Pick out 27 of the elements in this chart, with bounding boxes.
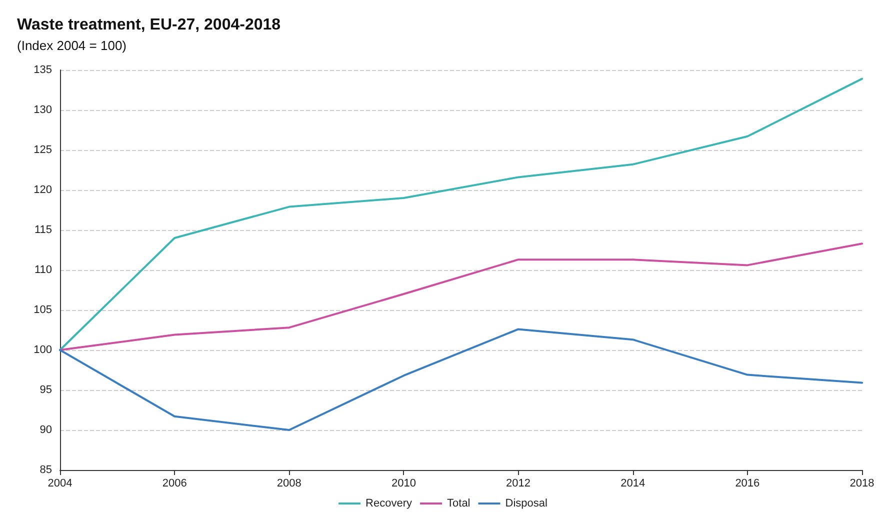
y-tick-label: 120 xyxy=(34,184,52,196)
y-tick-label: 135 xyxy=(34,64,52,76)
chart-title: Waste treatment, EU-27, 2004-2018 xyxy=(17,16,281,34)
y-tick-label: 105 xyxy=(34,304,52,316)
y-tick-label: 130 xyxy=(34,104,52,116)
y-tick-label: 110 xyxy=(34,264,52,276)
chart-subtitle: (Index 2004 = 100) xyxy=(17,38,126,53)
legend-label: Disposal xyxy=(505,498,548,510)
legend-label: Total xyxy=(447,498,470,510)
y-tick-label: 90 xyxy=(40,424,52,436)
x-tick-label: 2014 xyxy=(620,478,646,490)
x-tick-label: 2016 xyxy=(735,478,760,490)
y-tick-label: 115 xyxy=(34,224,52,236)
x-tick-label: 2004 xyxy=(48,478,72,490)
y-tick-label: 95 xyxy=(40,384,52,396)
legend-label: Recovery xyxy=(366,498,413,510)
line-series xyxy=(59,328,863,431)
x-tick-label: 2010 xyxy=(391,478,416,490)
line-series xyxy=(59,78,863,351)
y-tick-label: 85 xyxy=(40,464,52,476)
x-tick-label: 2018 xyxy=(850,478,874,490)
x-tick-label: 2012 xyxy=(506,478,531,490)
y-tick-label: 100 xyxy=(34,344,52,356)
x-tick-label: 2006 xyxy=(162,478,187,490)
y-tick-label: 125 xyxy=(34,144,52,156)
line-series xyxy=(59,242,863,351)
x-tick-label: 2008 xyxy=(276,478,302,490)
